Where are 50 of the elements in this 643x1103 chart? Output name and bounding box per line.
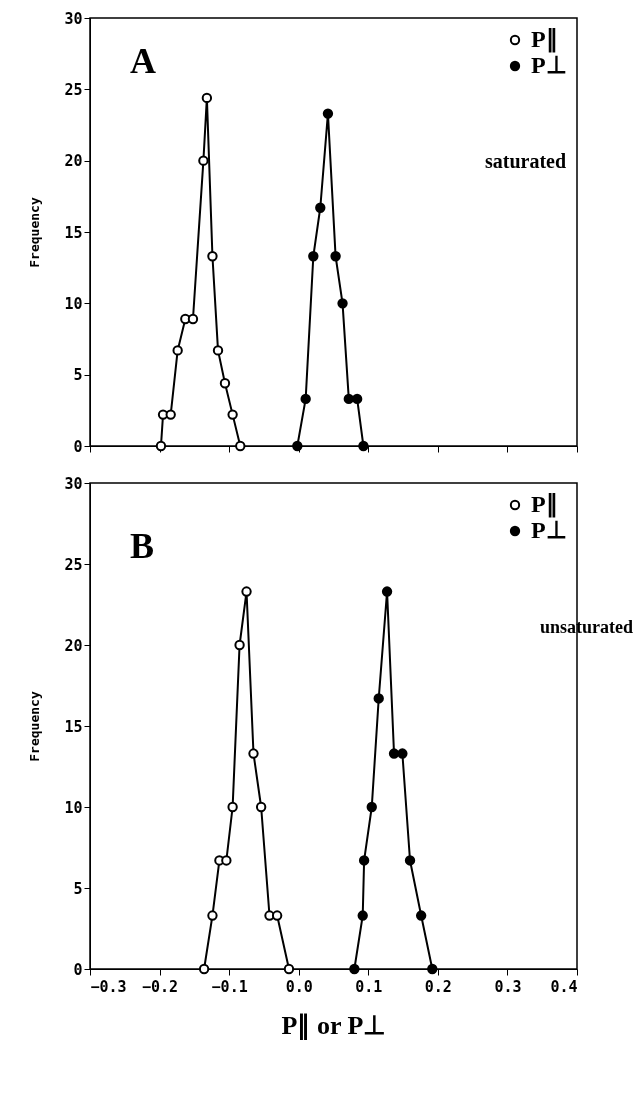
point [201, 92, 213, 104]
point [308, 251, 319, 262]
y-tick-label: 25 [64, 80, 83, 99]
annotation: B [130, 526, 155, 566]
x-tick-label: 0.0 [285, 977, 313, 996]
point [343, 393, 354, 405]
x-tick-label: −0.2 [142, 977, 179, 996]
point [235, 440, 246, 452]
y-tick-label: 0 [73, 960, 83, 979]
x-axis-title: P∥ or P⊥ [281, 1010, 387, 1041]
x-tick-label: −0.3 [90, 977, 127, 996]
point [219, 378, 231, 389]
y-tick-label: 30 [64, 474, 83, 493]
x-tick-label: 0.1 [355, 977, 383, 996]
point [358, 440, 369, 452]
point [315, 202, 326, 213]
y-tick-label: 20 [64, 152, 83, 171]
x-tick-label: 0.2 [424, 977, 452, 996]
point [187, 313, 199, 325]
y-tick-label: 10 [64, 798, 83, 817]
point [300, 393, 311, 405]
point [172, 345, 183, 356]
y-tick-label: 20 [64, 636, 83, 655]
y-tick-label: 30 [64, 9, 83, 28]
y-tick-label: 5 [73, 366, 83, 385]
x-tick-label: −0.1 [211, 977, 248, 996]
x-tick-label: 0.3 [494, 977, 522, 996]
point [330, 251, 341, 262]
y-tick-label: 10 [64, 294, 83, 313]
legend-label: P∥ [531, 26, 558, 53]
point [322, 108, 334, 119]
annotation: saturated [485, 150, 567, 172]
x-tick-label: 0.4 [550, 977, 578, 996]
point [337, 298, 348, 309]
y-tick-label: 15 [64, 717, 83, 736]
legend-label: P⊥ [531, 52, 567, 78]
point [212, 345, 224, 356]
y-tick-label: 5 [73, 879, 83, 898]
y-axis-title: Frequency [27, 197, 43, 268]
y-tick-label: 0 [73, 437, 83, 456]
legend-label: P∥ [531, 491, 558, 518]
legend-label: P⊥ [531, 517, 567, 543]
point [198, 155, 209, 166]
point [207, 251, 218, 262]
y-tick-label: 15 [64, 223, 83, 242]
y-tick-label: 25 [64, 555, 83, 574]
point [165, 409, 176, 420]
y-axis-title: Frequency [27, 691, 43, 762]
annotation: A [130, 41, 156, 81]
point [227, 409, 238, 420]
